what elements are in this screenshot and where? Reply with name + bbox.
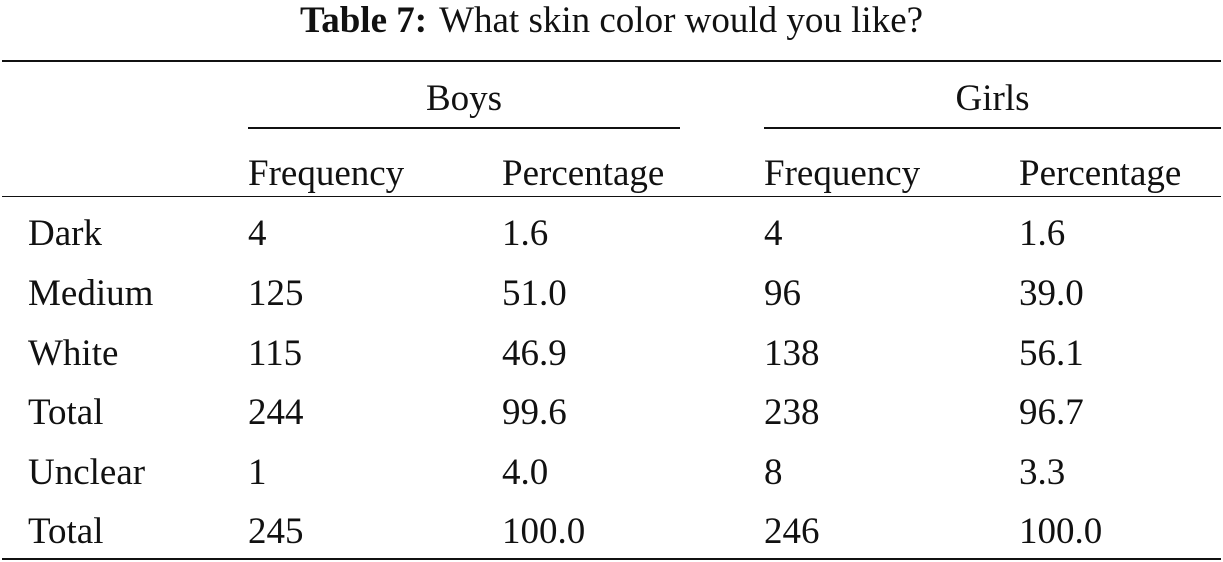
row-label: Total <box>28 392 104 433</box>
table-cell: 99.6 <box>502 392 567 433</box>
table-cell: 96 <box>764 273 801 314</box>
table-caption-label: Table 7: <box>299 0 428 41</box>
table-top-rule <box>2 60 1221 62</box>
table-cell: 1.6 <box>502 213 549 254</box>
table-cell: 4 <box>764 213 783 254</box>
table-cell: 4.0 <box>502 452 549 493</box>
table-cell: 115 <box>248 333 303 374</box>
table-header-rule <box>2 196 1221 197</box>
table-cell: 4 <box>248 213 267 254</box>
group-header-boys: Boys <box>425 78 503 119</box>
row-label: Total <box>28 511 104 552</box>
table-cell: 1 <box>248 452 267 493</box>
subheader-girls-percentage: Percentage <box>1019 153 1182 194</box>
row-label: White <box>28 333 119 374</box>
table-cell: 244 <box>248 392 304 433</box>
row-label: Unclear <box>28 452 146 493</box>
table-caption: Table 7: What skin color would you like? <box>0 0 1223 42</box>
row-label: Dark <box>28 213 102 254</box>
group-rule-girls <box>764 127 1221 129</box>
table-cell: 100.0 <box>1019 511 1103 552</box>
table-cell: 100.0 <box>502 511 586 552</box>
subheader-boys-percentage: Percentage <box>502 153 665 194</box>
table-cell: 138 <box>764 333 820 374</box>
row-label: Medium <box>28 273 154 314</box>
table-cell: 3.3 <box>1019 452 1066 493</box>
table-bottom-rule <box>2 558 1221 560</box>
table-cell: 238 <box>764 392 820 433</box>
table-cell: 245 <box>248 511 304 552</box>
group-header-girls: Girls <box>955 78 1030 119</box>
table-cell: 56.1 <box>1019 333 1084 374</box>
table-caption-text: What skin color would you like? <box>439 0 924 41</box>
table-cell: 51.0 <box>502 273 567 314</box>
group-rule-boys <box>248 127 680 129</box>
table-cell: 1.6 <box>1019 213 1066 254</box>
table-cell: 39.0 <box>1019 273 1084 314</box>
subheader-girls-frequency: Frequency <box>764 153 921 194</box>
table-cell: 246 <box>764 511 820 552</box>
table-cell: 8 <box>764 452 783 493</box>
subheader-boys-frequency: Frequency <box>248 153 405 194</box>
table-cell: 125 <box>248 273 304 314</box>
table-cell: 46.9 <box>502 333 567 374</box>
table-cell: 96.7 <box>1019 392 1084 433</box>
